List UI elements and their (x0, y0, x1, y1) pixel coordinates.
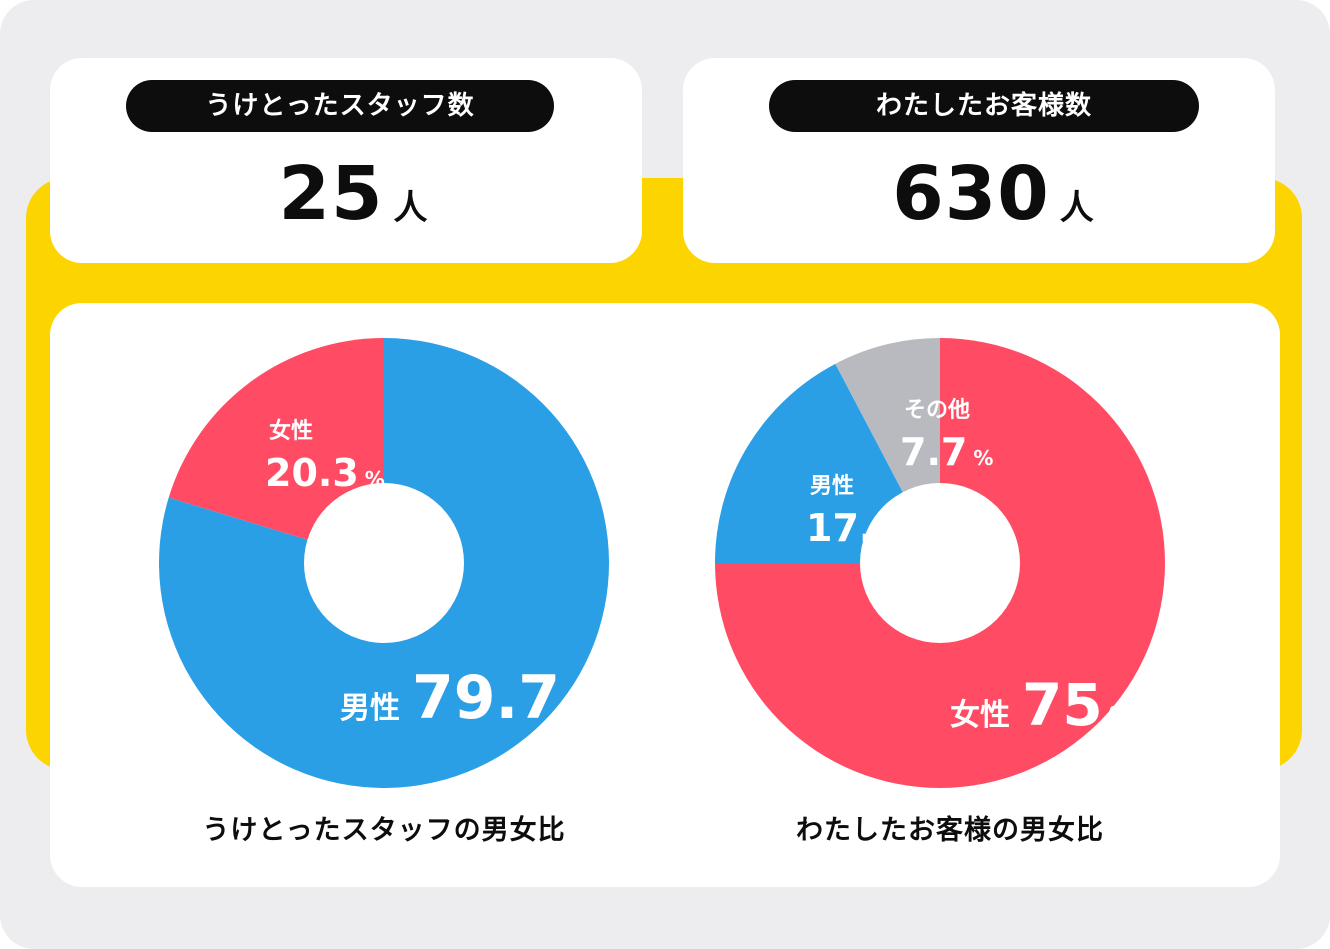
customer-count-card: わたしたお客様数 630 人 (683, 58, 1275, 263)
donut-hole (860, 483, 1020, 643)
donut-charts-svg: 男性 79.7 % 女性 20.3 % 女性 75 % 男性 17.3 %その他 7.7% (159, 338, 1165, 788)
staff-count-card: うけとったスタッフ数 25 人 (50, 58, 642, 263)
slice-label-男性: 男性 79.7% (340, 663, 592, 733)
donut-chart-2: 女性 75 % 男性 17.3 %その他 7.7% (715, 338, 1165, 788)
staff-count-label: うけとったスタッフ数 (126, 80, 554, 132)
customer-count-label: わたしたお客様数 (769, 80, 1199, 132)
slice-label-その他: その他 7.7% (900, 398, 993, 474)
slice-label-男性: 男性 17.3% (806, 474, 926, 550)
customer-count-number: 630 (892, 151, 1050, 237)
chart-panel: 男性 79.7% 女性 20.3% 女性 75% 男性 17.3% その他 7.7% うけとったス… (50, 303, 1280, 887)
slice-label-女性: 女性 20.3% (265, 418, 385, 495)
customer-chart-title: わたしたお客様の男女比 (796, 815, 1104, 846)
customer-count-unit: 人 (1059, 188, 1094, 228)
slice-label-女性: 女性 75% (950, 671, 1135, 739)
donut-chart-1: 男性 79.7 % 女性 20.3% (159, 338, 610, 788)
staff-count-number: 25 (278, 151, 384, 237)
staff-count-value: 25 人 (50, 144, 642, 244)
staff-count-unit: 人 (393, 188, 428, 228)
donut-hole (304, 483, 464, 643)
customer-count-value: 630 人 (683, 144, 1275, 244)
staff-chart-title: うけとったスタッフの男女比 (202, 815, 566, 846)
